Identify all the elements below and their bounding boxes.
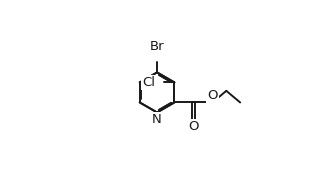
Text: Br: Br — [150, 41, 164, 53]
Text: Cl: Cl — [143, 76, 155, 89]
Text: O: O — [207, 88, 218, 102]
Text: O: O — [188, 120, 199, 133]
Text: N: N — [152, 113, 162, 126]
